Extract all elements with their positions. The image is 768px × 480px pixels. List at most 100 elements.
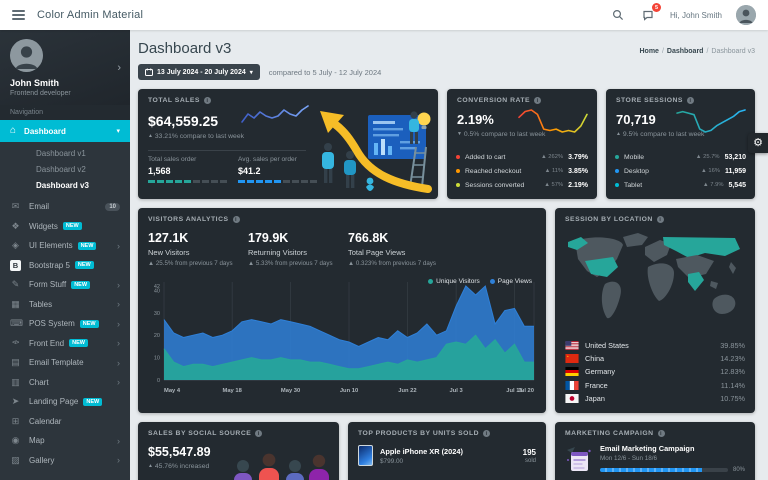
up-arrow-icon: ▲ — [148, 463, 153, 469]
user-greeting[interactable]: Hi, John Smith — [669, 10, 722, 20]
sidebar-item-dashboard-v3[interactable]: Dashboard v3 — [36, 180, 89, 190]
svg-text:42: 42 — [154, 284, 160, 290]
world-map — [568, 233, 740, 319]
sidebar-item-dashboard-v1[interactable]: Dashboard v1 — [36, 148, 86, 158]
series-dot — [615, 155, 619, 159]
chevron-right-icon[interactable]: › — [117, 61, 121, 74]
info-icon[interactable]: i — [232, 216, 240, 223]
sidebar-item-email-template[interactable]: ▤ Email Template › — [0, 353, 130, 373]
sidebar-item-chart[interactable]: ▥ Chart › — [0, 373, 130, 393]
country-percentage: 12.83% — [720, 367, 745, 377]
product-thumbnail — [358, 445, 373, 466]
location-row-japan: Japan 10.75% — [565, 392, 745, 405]
svg-text:May 30: May 30 — [281, 388, 300, 394]
info-icon[interactable]: i — [203, 97, 211, 104]
country-name: China — [585, 354, 605, 364]
info-icon[interactable]: i — [483, 430, 491, 437]
sidebar-item-map[interactable]: ◉ Map › — [0, 431, 130, 451]
total-sales-change: ▲ 33.21% compare to last week — [148, 133, 245, 140]
sidebar-item-tables[interactable]: ▦ Tables › — [0, 295, 130, 315]
card-title: STORE SESSIONS — [616, 97, 683, 104]
stat-value: 766.8K — [348, 231, 389, 245]
country-name: United States — [585, 341, 629, 351]
flag-fr-icon — [565, 380, 579, 390]
legend-label: Page Views — [497, 278, 532, 285]
series-dot — [456, 169, 460, 173]
theme-settings-button[interactable]: ⚙ — [748, 133, 768, 153]
new-badge: NEW — [79, 319, 99, 328]
kpi-change: ▲ 11% — [544, 168, 564, 174]
teamwork-growth-illustration — [320, 111, 432, 193]
store-sessions-list: Mobile ▲ 25.7% 53,210 Desktop ▲ 16% 11,959 Tab… — [615, 150, 746, 192]
chevron-right-icon: › — [117, 338, 120, 349]
info-icon[interactable]: i — [534, 97, 542, 104]
svg-text:Jul 20: Jul 20 — [518, 388, 534, 394]
pencil-icon: ✎ — [11, 279, 20, 290]
sidebar-item-gallery[interactable]: ▨ Gallery › — [0, 451, 130, 471]
kpi-value: 53,210 — [724, 153, 746, 161]
country-name: France — [585, 380, 608, 390]
store-sessions-value: 70,719 — [616, 112, 656, 127]
gem-icon: ◈ — [12, 240, 19, 251]
kpi-label: Tablet — [624, 181, 643, 189]
hamburger-menu-icon[interactable] — [12, 8, 25, 22]
code-icon: </> — [12, 340, 19, 347]
profile-avatar[interactable] — [10, 39, 43, 72]
kpi-row-added-to-cart: Added to cart ▲ 262% 3.79% — [456, 150, 588, 164]
chevron-right-icon: › — [117, 435, 120, 446]
store-sessions-sparkline — [676, 109, 746, 133]
sidebar-item-dashboard[interactable]: ⌂ Dashboard ▾ — [0, 120, 130, 142]
info-icon[interactable]: i — [657, 430, 665, 437]
notification-badge: 5 — [651, 3, 661, 12]
svg-text:Jul 15: Jul 15 — [506, 388, 523, 394]
social-sales-change: ▲ 45.76% increased — [148, 463, 210, 470]
chart-legend: Unique Visitors Page Views — [428, 278, 532, 285]
legend-item-unique-visitors[interactable]: Unique Visitors — [428, 278, 480, 285]
kpi-change: ▲ 262% — [540, 154, 564, 160]
legend-item-page-views[interactable]: Page Views — [489, 278, 532, 285]
stat-value: 179.9K — [248, 231, 289, 245]
svg-text:10: 10 — [154, 356, 160, 362]
sidebar-item-calendar[interactable]: ⊞ Calendar — [0, 412, 130, 432]
sidebar-item-label: Front End — [29, 338, 65, 348]
store-sessions-card: STORE SESSIONS i 70,719 ▲ 9.5% compare to… — [606, 89, 755, 199]
sidebar-item-ui-elements[interactable]: ◈ UI Elements NEW › — [0, 236, 130, 256]
sidebar-item-pos-system[interactable]: ⌨ POS System NEW › — [0, 314, 130, 334]
sidebar-item-front-end[interactable]: </> Front End NEW › — [0, 334, 130, 354]
date-range-picker[interactable]: 13 July 2024 - 20 July 2024 ▾ — [138, 64, 260, 80]
card-title: SESSION BY LOCATION — [565, 216, 653, 223]
total-sales-order-stat: Total sales order 1,568 — [148, 156, 228, 183]
sidebar-item-widgets[interactable]: ❖ Widgets NEW — [0, 217, 130, 237]
sidebar-item-landing-page[interactable]: ➤ Landing Page NEW — [0, 392, 130, 412]
kpi-value: 11,959 — [724, 167, 746, 175]
notifications-button[interactable]: 5 — [640, 3, 661, 23]
sidebar-item-form-stuff[interactable]: ✎ Form Stuff NEW › — [0, 275, 130, 295]
stat-label: New Visitors — [148, 248, 190, 257]
campaign-progress-label: 80% — [732, 467, 745, 473]
sidebar-item-label: Map — [29, 436, 45, 446]
page-title: Dashboard v3 — [138, 40, 232, 57]
chevron-right-icon: › — [117, 377, 120, 388]
email-campaign-illustration — [567, 447, 591, 471]
breadcrumb-item-dashboard[interactable]: Dashboard — [666, 48, 704, 55]
progress-bar — [238, 180, 318, 183]
info-icon[interactable]: i — [686, 97, 694, 104]
sidebar-item-label: Landing Page — [29, 397, 79, 407]
info-icon[interactable]: i — [255, 430, 263, 437]
info-icon[interactable]: i — [656, 216, 664, 223]
visitor-stat-total-page-views: 766.8K Total Page Views ▲ 0.323% from prev… — [348, 231, 448, 267]
sidebar-item-email[interactable]: ✉ Email 10 — [0, 197, 130, 217]
product-list-item[interactable]: Apple iPhone XR (2024) $799.00 195 sold — [348, 445, 546, 466]
sidebar-item-dashboard-v2[interactable]: Dashboard v2 — [36, 164, 86, 174]
search-icon[interactable] — [610, 7, 626, 23]
breadcrumb-item-home[interactable]: Home — [639, 48, 659, 55]
sidebar-item-bootstrap-5[interactable]: B Bootstrap 5 NEW — [0, 256, 130, 276]
total-sales-value: $64,559.25 — [148, 113, 219, 129]
country-percentage: 11.14% — [720, 380, 745, 390]
chevron-down-icon: ▾ — [249, 69, 253, 76]
series-dot — [615, 169, 619, 173]
table-icon: ▦ — [11, 298, 20, 309]
user-avatar[interactable] — [736, 5, 756, 25]
campaign-date: Mon 12/6 - Sun 18/6 — [600, 455, 658, 462]
svg-text:30: 30 — [154, 311, 160, 317]
